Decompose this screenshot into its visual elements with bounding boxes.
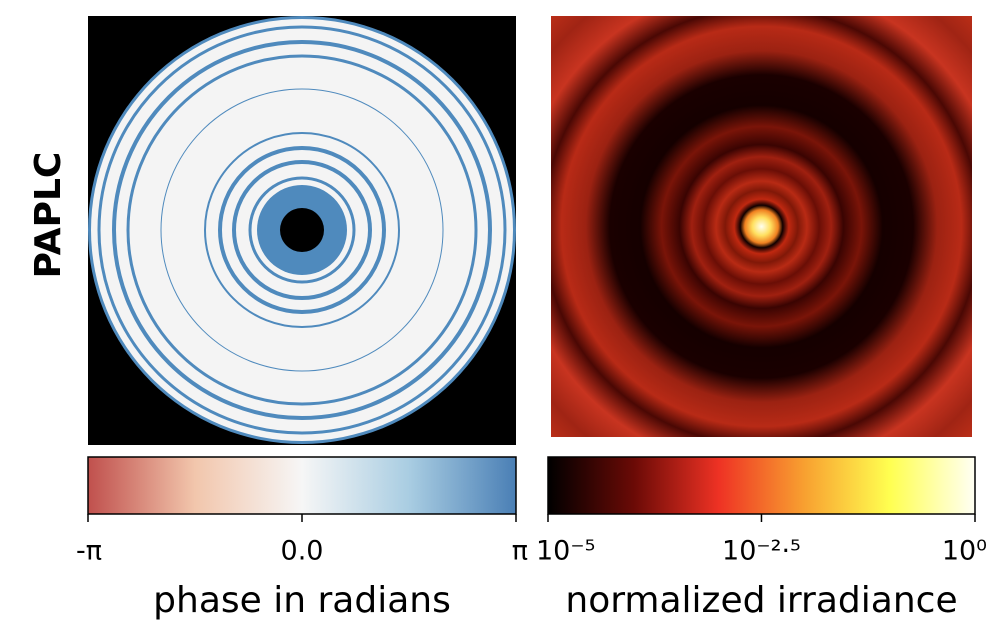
row-label: PAPLC <box>28 152 69 279</box>
tick-label: 10⁻²·⁵ <box>722 536 801 567</box>
tick-label: π <box>512 536 528 567</box>
phase-image <box>88 16 516 445</box>
tick-label: 10⁻⁵ <box>536 536 595 567</box>
axis-label: normalized irradiance <box>565 580 957 621</box>
tick-label: 0.0 <box>281 536 324 567</box>
tick-label: -π <box>76 536 102 567</box>
colorbar <box>547 456 976 515</box>
axis-label: phase in radians <box>153 580 451 621</box>
irradiance-image <box>551 16 972 437</box>
colorbar <box>87 456 517 515</box>
tick-label: 10⁰ <box>942 536 987 567</box>
